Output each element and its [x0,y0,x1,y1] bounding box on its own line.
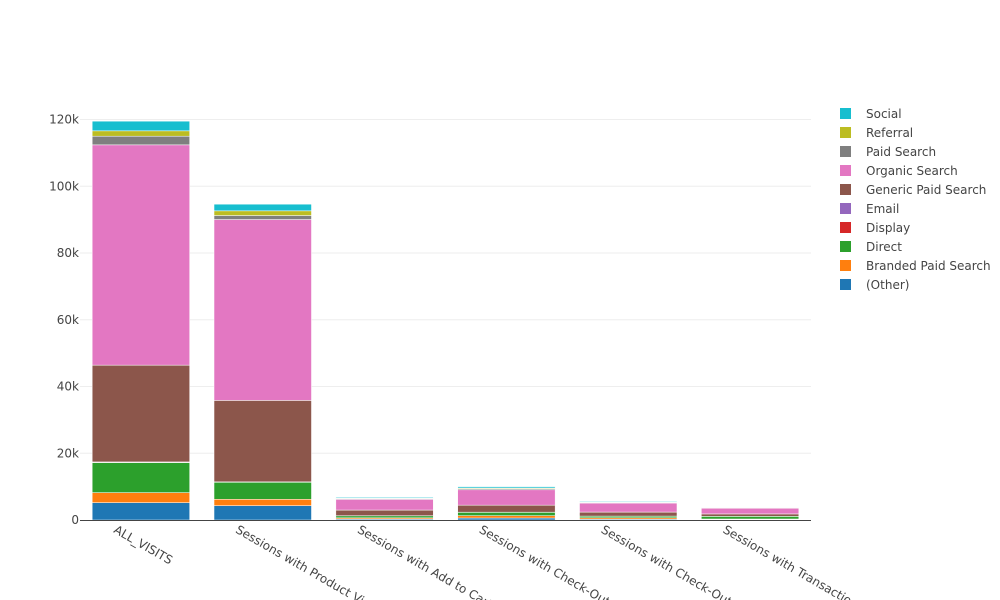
bar-segment-social[interactable] [91,120,190,132]
bar-segment-branded-paid-search[interactable] [91,492,190,503]
legend: Social Referral Paid Search Organic Search G… [840,107,991,292]
legend-label[interactable]: (Other) [866,278,909,292]
bar-segment-branded-paid-search[interactable] [457,515,556,519]
y-tick-label: 80k [57,246,79,260]
bar-segment-paid-search[interactable] [91,135,190,146]
bar-segment-generic-paid-search[interactable] [213,400,312,483]
legend-swatch [840,146,851,157]
bar-segment-branded-paid-search[interactable] [213,499,312,506]
bar-segment-organic-search[interactable] [91,144,190,366]
bar-segment-referral[interactable] [91,130,190,137]
bar-segment-organic-search[interactable] [335,499,434,511]
gridlines [80,119,811,454]
legend-swatch [840,127,851,138]
bar-segment-social[interactable] [579,501,678,503]
bar-segment-direct[interactable] [335,515,434,519]
legend-swatch [840,260,851,271]
bar-segment-organic-search[interactable] [701,508,800,515]
bar-segment-other[interactable] [213,505,312,521]
legend-label[interactable]: Paid Search [866,145,936,159]
bar-segment-direct[interactable] [701,516,800,520]
legend-swatch [840,108,851,119]
legend-swatch [840,165,851,176]
bar-segment-other[interactable] [457,517,556,521]
bar-segment-other[interactable] [91,502,190,521]
y-axis: 0 20k 40k 60k 80k 100k 120k [49,113,79,528]
legend-label[interactable]: Branded Paid Search [866,259,991,273]
legend-label[interactable]: Referral [866,126,913,140]
bar-segment-generic-paid-search[interactable] [457,504,556,513]
bar-segment-direct[interactable] [91,462,190,493]
legend-swatch [840,203,851,214]
bar-segment-referral[interactable] [213,210,312,216]
legend-label[interactable]: Generic Paid Search [866,183,986,197]
legend-swatch [840,184,851,195]
bar-segment-generic-paid-search[interactable] [335,509,434,516]
bar-segment-organic-search[interactable] [213,219,312,401]
bar-segment-social[interactable] [457,486,556,489]
y-tick-label: 60k [57,313,79,327]
legend-label[interactable]: Organic Search [866,164,958,178]
legend-label[interactable]: Email [866,202,899,216]
bar-segment-direct[interactable] [213,482,312,500]
bar-segment-direct[interactable] [457,512,556,516]
bar-segment-generic-paid-search[interactable] [579,511,678,517]
legend-label[interactable]: Social [866,107,902,121]
bar-segment-social[interactable] [213,203,312,212]
bar-segment-social[interactable] [335,497,434,499]
y-tick-label: 0 [71,513,79,527]
legend-label[interactable]: Display [866,221,910,235]
x-tick-label: Sessions with Add to Cart [355,522,495,600]
bar-segment-organic-search[interactable] [457,489,556,506]
y-tick-label: 120k [49,113,79,127]
bar-segment-generic-paid-search[interactable] [91,364,190,463]
y-tick-label: 40k [57,380,79,394]
x-tick-label: Sessions with Transactions [721,522,867,600]
legend-swatch [840,241,851,252]
legend-swatch [840,279,851,290]
x-axis: ALL_VISITS Sessions with Product ViewsSes… [80,520,867,600]
legend-label[interactable]: Direct [866,240,902,254]
y-tick-label: 100k [49,179,79,193]
bar-segment-organic-search[interactable] [579,502,678,513]
bar-stacks [91,120,800,521]
y-tick-label: 20k [57,446,79,460]
x-tick-label: ALL_VISITS [111,522,175,567]
bar-segment-paid-search[interactable] [213,215,312,220]
legend-swatch [840,222,851,233]
bar-segment-direct[interactable] [579,515,678,519]
bar-segment-generic-paid-search[interactable] [701,513,800,517]
